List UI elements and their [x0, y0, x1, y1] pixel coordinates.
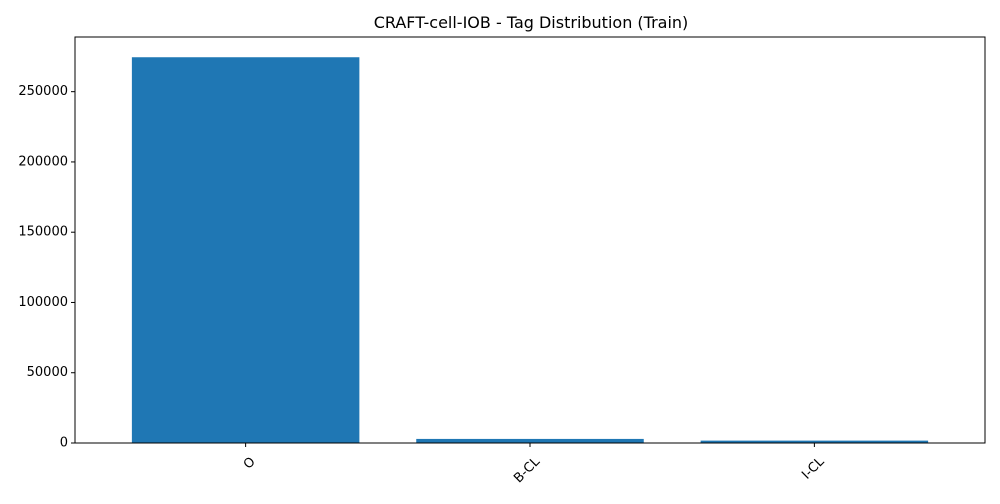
bars-layer	[131, 57, 929, 444]
y-tick-label: 200000	[18, 154, 68, 169]
bar-i-cl	[700, 440, 929, 443]
y-axis: 0 50000 100000 150000 200000 250000	[18, 84, 75, 451]
y-tick-label: 150000	[18, 225, 68, 240]
y-tick-label: 250000	[18, 84, 68, 99]
chart-title: CRAFT-cell-IOB - Tag Distribution (Train…	[374, 13, 689, 32]
x-axis: O B-CL I-CL	[241, 443, 828, 486]
bar-b-cl	[416, 438, 644, 443]
y-tick-label: 0	[60, 436, 68, 451]
x-tick-label: O	[241, 454, 259, 472]
x-tick-label: I-CL	[799, 454, 828, 483]
y-tick-label: 50000	[27, 365, 68, 380]
y-tick-label: 100000	[18, 295, 68, 310]
x-tick-label: B-CL	[511, 454, 543, 486]
plot-frame	[74, 36, 986, 444]
bar-o	[131, 57, 360, 444]
